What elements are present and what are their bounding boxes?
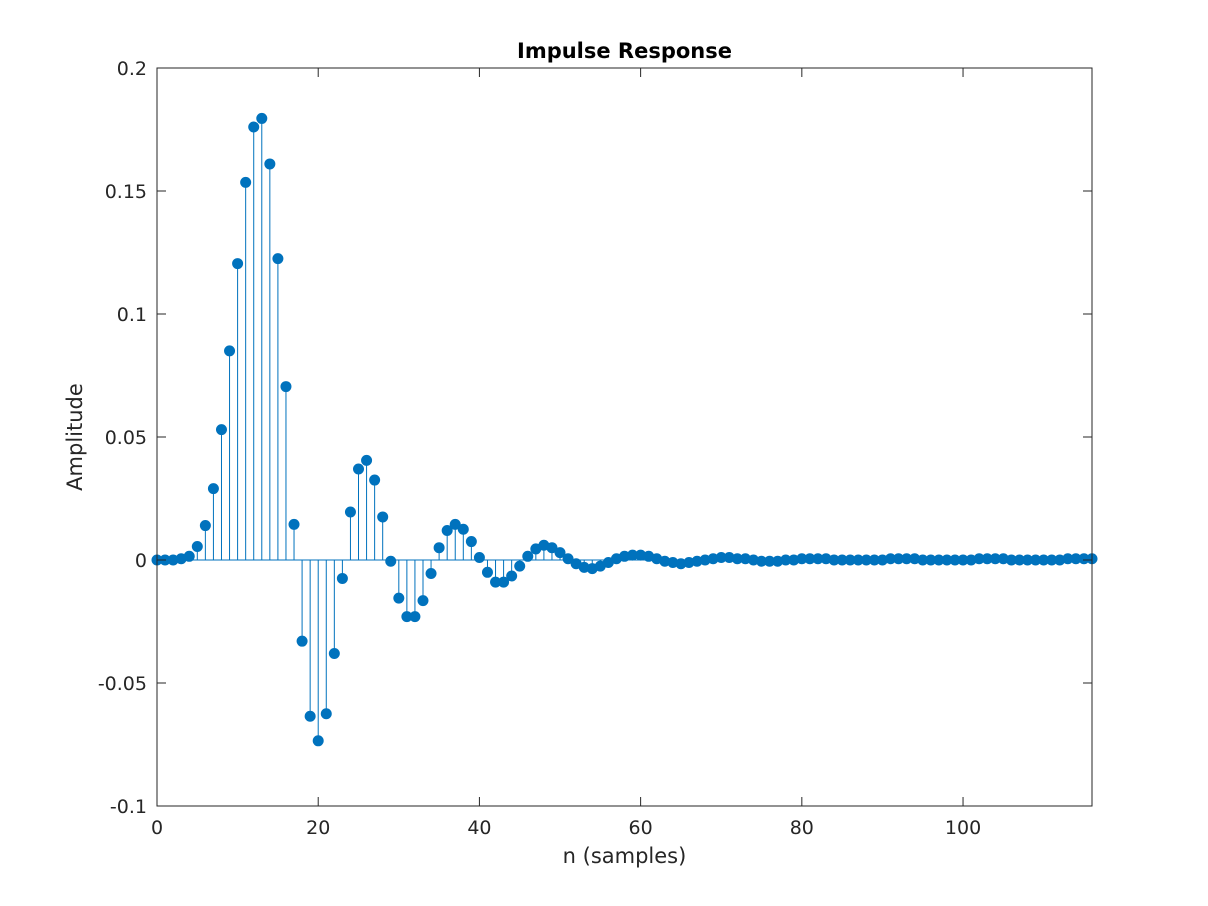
x-tick-label: 20: [306, 817, 330, 839]
stem-marker: [232, 258, 244, 270]
stem-marker: [481, 566, 493, 578]
y-tick-label: 0.05: [105, 427, 147, 449]
stem-marker: [473, 552, 485, 564]
y-tick-label: 0.2: [117, 58, 147, 80]
stem-marker: [554, 547, 566, 559]
x-axis-ticks: 0 20 40 60 80 100: [151, 68, 981, 839]
x-tick-label: 60: [629, 817, 653, 839]
x-tick-label: 40: [467, 817, 491, 839]
stem-marker: [361, 454, 373, 466]
x-tick-label: 80: [790, 817, 814, 839]
y-tick-label: 0.15: [105, 181, 147, 203]
stem-marker: [207, 483, 219, 495]
axes-frame: [156, 67, 1093, 807]
stem-marker: [344, 506, 356, 518]
y-axis-ticks: -0.1 -0.05 0 0.05 0.1 0.15 0.2: [98, 58, 1092, 818]
y-tick-label: 0.1: [117, 304, 147, 326]
stem-marker: [240, 176, 252, 188]
stem-marker: [296, 635, 308, 647]
stem-marker: [417, 595, 429, 607]
stem-marker: [280, 381, 292, 393]
stem-marker: [288, 518, 300, 530]
stem-marker: [433, 542, 445, 554]
stem-marker: [425, 568, 437, 580]
stem-marker: [312, 735, 324, 747]
y-tick-label: -0.1: [110, 796, 147, 818]
stem-marker: [449, 518, 461, 530]
stem-marker: [272, 253, 284, 265]
stem-marker: [215, 424, 227, 436]
stem-marker: [336, 572, 348, 584]
stem-marker: [393, 592, 405, 604]
stem-marker: [256, 112, 268, 124]
y-axis-label: Amplitude: [63, 383, 87, 491]
stem-marker: [320, 708, 332, 720]
stem-marker: [498, 576, 510, 588]
stem-marker: [385, 555, 397, 567]
stem-marker: [191, 540, 203, 552]
stem-marker: [546, 542, 558, 554]
stem-marker: [328, 647, 340, 659]
stem-marker: [377, 511, 389, 523]
stem-marker: [199, 520, 211, 532]
stem-marker: [353, 463, 365, 475]
stem-marker: [457, 523, 469, 535]
stem-marker: [264, 158, 276, 170]
stem-marker: [304, 710, 316, 722]
stem-marker: [514, 560, 526, 572]
stem-lines: [180, 118, 1093, 741]
stem-marker: [441, 524, 453, 536]
stem-marker: [506, 570, 518, 582]
stem-marker: [369, 474, 381, 486]
y-tick-label: 0: [135, 550, 147, 572]
x-tick-label: 100: [945, 817, 981, 839]
chart-title: Impulse Response: [517, 39, 732, 63]
stem-marker: [224, 345, 236, 357]
y-tick-label: -0.05: [98, 673, 147, 695]
stem-marker: [465, 536, 477, 548]
stem-marker: [409, 611, 421, 623]
stem-marker: [248, 121, 260, 133]
stem-marker: [183, 550, 195, 562]
axes-box: [156, 67, 1093, 807]
stem-markers: [151, 112, 1098, 747]
stem-marker: [522, 550, 534, 562]
x-axis-label: n (samples): [563, 844, 687, 868]
x-tick-label: 0: [151, 817, 163, 839]
stem-marker: [562, 553, 574, 565]
